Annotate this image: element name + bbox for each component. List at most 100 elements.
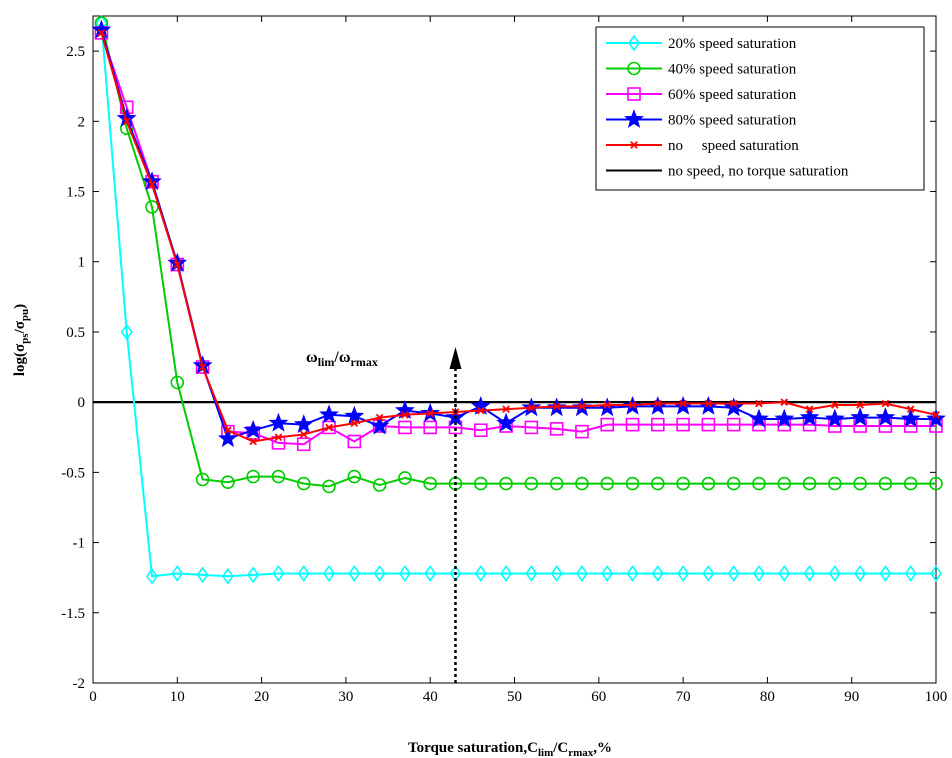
series-line — [100, 22, 936, 578]
data-point — [778, 565, 791, 582]
data-point — [702, 565, 715, 582]
data-point — [171, 565, 184, 582]
data-point — [325, 423, 333, 432]
series-layer — [91, 14, 946, 585]
data-point — [575, 476, 589, 491]
data-point — [243, 419, 264, 439]
data-point — [774, 408, 795, 428]
legend-entry: 20% speed saturation — [606, 34, 797, 52]
data-point — [601, 565, 614, 582]
data-point — [799, 407, 820, 427]
legend-label: 60% speed saturation — [668, 87, 797, 103]
axis-ticks: 0 10 20 30 40 50 60 70 80 90 100 -2 -1.5 -1 -0.5 0 0.5 1 1… — [61, 16, 947, 705]
data-point — [122, 117, 131, 126]
data-point — [679, 399, 687, 408]
data-point — [476, 406, 485, 415]
data-point — [929, 476, 943, 491]
annotation-arrowhead — [449, 347, 462, 370]
y-tick-label: -0.5 — [61, 465, 85, 481]
x-tick-label: 60 — [591, 689, 606, 705]
data-point — [824, 408, 845, 428]
data-point — [398, 471, 412, 485]
data-point — [850, 407, 871, 427]
legend-label: no speed saturation — [668, 138, 799, 154]
data-point — [195, 472, 210, 487]
data-point — [828, 565, 841, 582]
data-point — [473, 423, 488, 438]
series-line — [100, 22, 936, 488]
data-point — [319, 404, 339, 424]
data-point — [780, 398, 789, 406]
data-point — [496, 412, 516, 432]
x-tick-label: 80 — [760, 689, 775, 705]
y-tick-label: 0.5 — [66, 325, 85, 341]
data-point — [373, 565, 386, 582]
data-point — [628, 401, 637, 409]
data-point — [651, 417, 665, 432]
y-tick-label: 1.5 — [66, 185, 85, 201]
data-point — [221, 567, 234, 585]
data-point — [550, 565, 563, 582]
data-point — [777, 476, 792, 491]
data-point — [578, 402, 586, 411]
data-point — [299, 430, 308, 439]
x-tick-label: 100 — [925, 689, 948, 705]
data-point — [856, 401, 864, 409]
data-point — [653, 399, 662, 408]
series-line — [100, 32, 936, 446]
data-point — [603, 401, 612, 409]
data-point — [224, 426, 232, 435]
data-point — [904, 565, 917, 582]
data-point — [626, 565, 639, 582]
data-point — [296, 476, 311, 491]
legend-entry: 80% speed saturation — [606, 109, 797, 129]
series-line — [100, 29, 936, 440]
data-point — [297, 565, 310, 582]
data-point — [424, 565, 437, 582]
data-point — [752, 476, 766, 491]
data-point — [651, 565, 664, 582]
data-point — [120, 323, 133, 341]
data-point — [803, 565, 816, 582]
data-point — [881, 399, 890, 408]
data-point — [875, 407, 896, 427]
x-tick-label: 20 — [254, 689, 269, 705]
data-point — [500, 565, 513, 582]
x-tick-label: 70 — [676, 689, 691, 705]
y-tick-label: 2.5 — [66, 44, 85, 60]
data-point — [932, 410, 940, 419]
data-point — [828, 476, 842, 491]
data-point — [625, 476, 640, 491]
data-point — [524, 476, 539, 491]
data-point — [217, 428, 238, 448]
data-point — [271, 469, 286, 484]
legend: 20% speed saturation 40% speed saturation… — [595, 26, 925, 191]
data-point — [375, 413, 384, 422]
data-point — [145, 200, 159, 214]
data-point — [575, 424, 589, 439]
data-point — [474, 565, 487, 582]
data-point — [802, 476, 817, 491]
legend-marker — [627, 61, 641, 76]
data-point — [726, 417, 741, 432]
legend-marker — [627, 87, 641, 101]
data-point — [729, 399, 738, 408]
data-point — [170, 375, 185, 390]
series-1 — [94, 16, 943, 494]
data-point — [525, 565, 538, 582]
data-point — [723, 397, 744, 417]
data-point — [372, 478, 387, 492]
data-point — [249, 437, 258, 446]
data-point — [831, 401, 839, 409]
data-point — [600, 417, 615, 432]
data-point — [97, 29, 106, 37]
data-point — [701, 417, 716, 432]
data-point — [676, 476, 690, 491]
data-point — [502, 405, 510, 414]
data-point — [704, 399, 713, 408]
legend-marker — [624, 109, 644, 128]
series-0 — [95, 14, 942, 585]
data-point — [426, 409, 435, 418]
data-point — [752, 565, 765, 582]
data-point — [549, 476, 564, 491]
